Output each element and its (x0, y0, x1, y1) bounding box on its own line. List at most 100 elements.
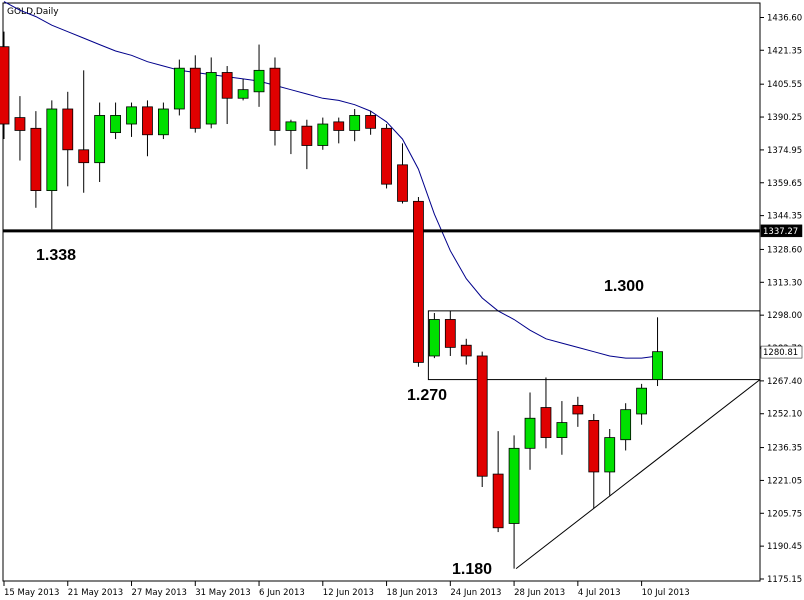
price-tick-label: 1252.10 (767, 410, 802, 420)
candle (604, 428, 616, 496)
candle (540, 377, 552, 449)
trendline (515, 379, 761, 569)
annotation-1338: 1.338 (36, 247, 76, 264)
price-tick-label: 1374.95 (767, 146, 802, 156)
price-tick-label: 1313.30 (767, 278, 802, 288)
time-axis: 15 May 2013 21 May 2013 27 May 2013 31 May … (3, 581, 690, 598)
annotation-1300: 1.300 (604, 278, 644, 295)
candle (62, 91, 74, 187)
candle (0, 31, 10, 140)
candle-body (476, 355, 488, 477)
candle-body (588, 419, 600, 473)
time-tick-label: 10 Jul 2013 (642, 588, 690, 598)
candle-body (189, 67, 201, 129)
candle (285, 119, 297, 155)
candle-body (0, 46, 10, 125)
candle (365, 111, 377, 135)
candle-body (604, 437, 616, 473)
candle-body (157, 108, 169, 136)
price-tick-label: 1298.00 (767, 311, 802, 321)
candle (46, 100, 58, 230)
time-tick-label: 28 Jun 2013 (514, 588, 565, 598)
price-tick-label: 1344.35 (767, 212, 802, 222)
candle (349, 108, 361, 142)
candle-body (652, 351, 663, 380)
time-tick-label: 24 Jun 2013 (450, 588, 501, 598)
candle-body (333, 121, 345, 131)
candle-body (317, 123, 329, 146)
candle-body (636, 387, 647, 415)
level-price-tag-label: 1337.27 (763, 227, 798, 237)
candle-body (285, 121, 297, 131)
current-price-tag: 1280.81 (760, 345, 803, 359)
candle (221, 66, 233, 125)
candle (652, 317, 663, 387)
price-tick-label: 1359.65 (767, 179, 802, 189)
time-tick-label: 4 Jul 2013 (578, 588, 621, 598)
candle-body (620, 409, 632, 441)
candle-body (142, 106, 153, 136)
candle (126, 102, 137, 137)
candle (14, 96, 26, 161)
candle (588, 413, 600, 509)
time-tick-label: 6 Jun 2013 (259, 588, 305, 598)
drawings-layer (3, 229, 761, 569)
candle-body (205, 72, 217, 125)
candle-body (524, 417, 536, 449)
candle-body (110, 115, 121, 134)
candle (30, 111, 42, 208)
price-tick-label: 1175.15 (767, 575, 802, 585)
candle (173, 59, 185, 116)
candle-body (30, 127, 42, 191)
candle-body (269, 67, 281, 131)
price-tick-label: 1405.55 (767, 80, 802, 90)
candle (317, 117, 329, 150)
candle-body (508, 447, 520, 524)
price-tick-label: 1236.35 (767, 444, 802, 454)
candle-body (126, 106, 137, 125)
candle (94, 102, 106, 183)
candle-body (492, 473, 504, 529)
candle (428, 313, 440, 359)
candle (492, 431, 504, 533)
time-tick-label: 31 May 2013 (195, 588, 250, 598)
time-tick-label: 15 May 2013 (4, 588, 59, 598)
candle (556, 401, 568, 455)
price-tick-label: 1436.60 (767, 14, 802, 24)
candle-body (237, 89, 249, 99)
candle-body (173, 67, 185, 110)
price-tick-label: 1205.75 (767, 509, 802, 519)
candle (189, 55, 201, 133)
candle-body (381, 127, 392, 185)
price-tick-label: 1221.05 (767, 476, 802, 486)
time-tick-label: 27 May 2013 (132, 588, 187, 598)
candle (636, 383, 647, 425)
candle-body (444, 319, 456, 348)
candle-body (349, 115, 361, 131)
chart-title: GOLD,Daily (7, 7, 59, 17)
candle-body (62, 108, 74, 151)
candle (397, 143, 408, 204)
candle-body (540, 407, 552, 438)
candle-body (572, 404, 584, 415)
annotation-1270: 1.270 (407, 387, 447, 404)
candle (460, 338, 472, 365)
candle-body (556, 422, 568, 438)
candle (253, 44, 265, 107)
candle (110, 102, 121, 140)
candle (269, 57, 281, 146)
price-tick-label: 1190.45 (767, 542, 802, 552)
candle-body (397, 164, 408, 202)
candle (508, 435, 520, 569)
current-price-tag-box (760, 345, 803, 359)
moving-average-line (3, 1, 658, 359)
price-tick-label: 1390.25 (767, 113, 802, 123)
candle (476, 351, 488, 487)
candle (444, 310, 456, 356)
candle-body (221, 72, 233, 99)
time-tick-label: 18 Jun 2013 (387, 588, 438, 598)
candle (142, 100, 153, 157)
candle (572, 396, 584, 427)
candle-body (14, 117, 26, 131)
candle (620, 403, 632, 451)
